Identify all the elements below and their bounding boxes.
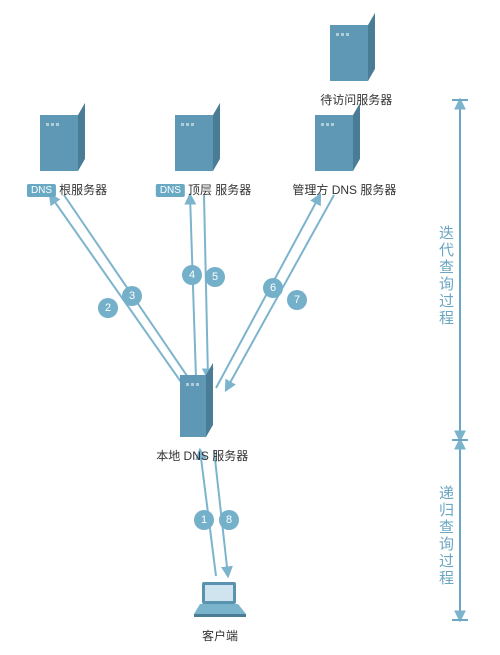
step-badge-1: 1 <box>194 510 214 530</box>
server-label-auth: 管理方 DNS 服务器 <box>292 181 396 198</box>
dns-tag: DNS <box>27 184 56 197</box>
client-label: 客户端 <box>190 627 250 644</box>
step-badge-7: 7 <box>287 290 307 310</box>
step-badge-6: 6 <box>263 278 283 298</box>
dns-tag: DNS <box>156 184 185 197</box>
step-badge-4: 4 <box>182 265 202 285</box>
server-localdns: 本地 DNS 服务器 <box>180 375 206 437</box>
server-label-target: 待访问服务器 <box>320 91 392 108</box>
step-badge-5: 5 <box>205 267 225 287</box>
bracket-label-iter: 迭代查询过程 <box>435 225 456 327</box>
server-label-tld: DNS顶层 服务器 <box>156 181 251 198</box>
server-root: DNS根服务器 <box>40 115 78 171</box>
arrow-layer <box>0 0 500 655</box>
step-badge-8: 8 <box>219 510 239 530</box>
server-label-localdns: 本地 DNS 服务器 <box>156 447 248 464</box>
arrow-5 <box>204 195 208 378</box>
server-target: 待访问服务器 <box>330 25 368 81</box>
server-label-root: DNS根服务器 <box>27 181 107 198</box>
step-badge-2: 2 <box>98 298 118 318</box>
client-laptop: 客户端 <box>190 580 250 644</box>
server-tld: DNS顶层 服务器 <box>175 115 213 171</box>
bracket-label-recur: 递归查询过程 <box>435 485 456 587</box>
arrow-2 <box>50 195 188 392</box>
step-badge-3: 3 <box>122 286 142 306</box>
arrow-4 <box>190 195 196 378</box>
server-auth: 管理方 DNS 服务器 <box>315 115 353 171</box>
diagram-canvas: 待访问服务器 DNS根服务器 DNS顶层 服务器 管理方 DNS 服务器 <box>0 0 500 655</box>
